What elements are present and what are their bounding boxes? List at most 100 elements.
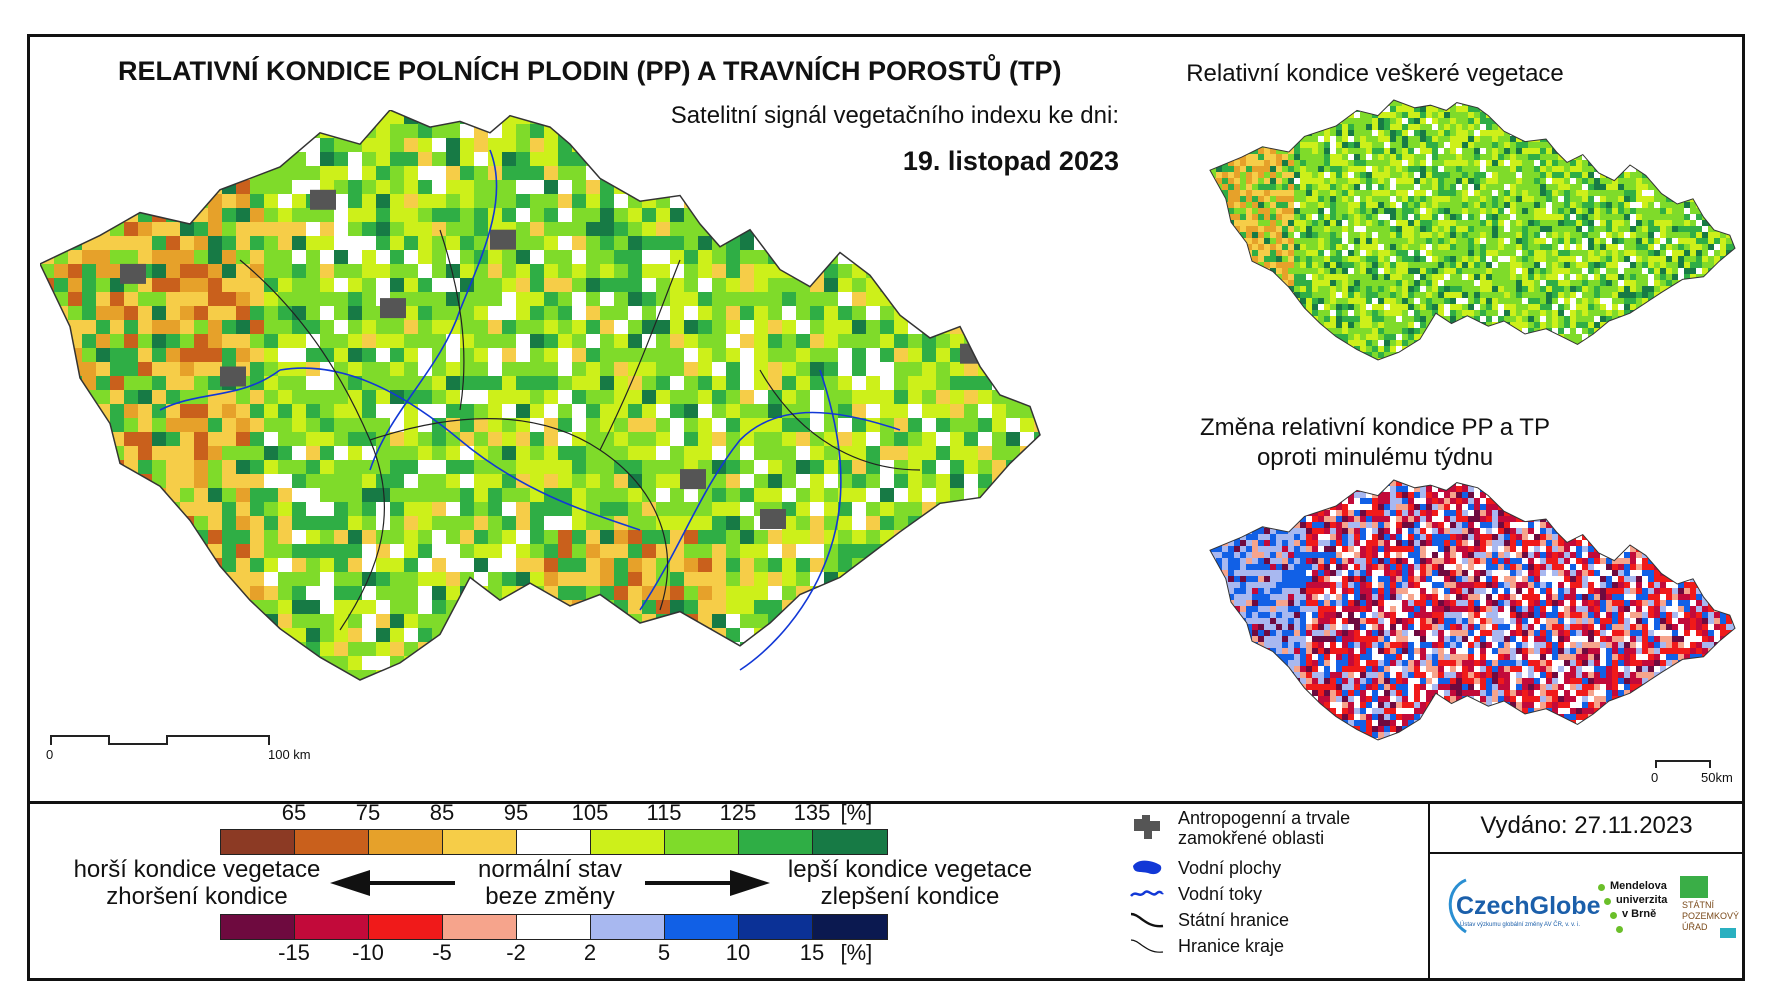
raster-cell	[390, 642, 405, 657]
raster-cell	[1006, 236, 1021, 251]
raster-cell	[1726, 154, 1733, 161]
raster-cell	[670, 614, 685, 629]
raster-cell	[278, 264, 293, 279]
raster-cell	[418, 474, 433, 489]
raster-cell	[1720, 130, 1727, 137]
raster-cell	[334, 152, 349, 167]
raster-cell	[1300, 232, 1307, 239]
raster-cell	[152, 124, 167, 139]
raster-cell	[152, 516, 167, 531]
raster-cell	[390, 558, 405, 573]
raster-cell	[838, 614, 853, 629]
raster-cell	[866, 208, 881, 223]
raster-cell	[1588, 136, 1595, 143]
raster-cell	[1624, 154, 1631, 161]
raster-cell	[544, 558, 559, 573]
raster-cell	[978, 432, 993, 447]
raster-cell	[1648, 136, 1655, 143]
raster-cell	[1696, 190, 1703, 197]
raster-cell	[1210, 202, 1217, 209]
raster-cell	[880, 516, 895, 531]
raster-cell	[348, 110, 363, 125]
raster-cell	[390, 404, 405, 419]
raster-cell	[656, 166, 671, 181]
raster-cell	[1522, 190, 1529, 197]
raster-cell	[362, 670, 377, 680]
raster-cell	[950, 124, 965, 139]
raster-cell	[1510, 178, 1517, 185]
raster-cell	[894, 250, 909, 265]
raster-cell	[502, 404, 517, 419]
raster-cell	[152, 138, 167, 153]
raster-cell	[992, 600, 1007, 615]
raster-cell	[880, 432, 895, 447]
raster-cell	[712, 418, 727, 433]
raster-cell	[1552, 214, 1559, 221]
raster-cell	[264, 628, 279, 643]
raster-cell	[1618, 208, 1625, 215]
raster-cell	[1252, 208, 1259, 215]
raster-cell	[1228, 160, 1235, 167]
raster-cell	[726, 446, 741, 461]
raster-cell	[656, 586, 671, 601]
raster-cell	[446, 376, 461, 391]
raster-cell	[1234, 172, 1241, 179]
raster-cell	[628, 208, 643, 223]
raster-cell	[208, 110, 223, 125]
raster-cell	[1522, 220, 1529, 227]
raster-cell	[68, 642, 83, 657]
raster-cell	[908, 432, 923, 447]
raster-cell	[1258, 154, 1265, 161]
raster-cell	[1654, 160, 1661, 167]
raster-cell	[936, 460, 951, 475]
raster-cell	[82, 600, 97, 615]
raster-cell	[1534, 118, 1541, 125]
raster-cell	[40, 390, 55, 405]
raster-cell	[1228, 172, 1235, 179]
raster-cell	[1462, 148, 1469, 155]
raster-cell	[124, 614, 139, 629]
raster-cell	[768, 488, 783, 503]
raster-cell	[1396, 172, 1403, 179]
raster-cell	[1348, 160, 1355, 167]
raster-cell	[1528, 208, 1535, 215]
raster-cell	[1492, 226, 1499, 233]
raster-cell	[1414, 154, 1421, 161]
raster-cell	[460, 152, 475, 167]
raster-cell	[530, 432, 545, 447]
raster-cell	[950, 418, 965, 433]
raster-cell	[908, 180, 923, 195]
raster-cell	[698, 236, 713, 251]
raster-cell	[1318, 190, 1325, 197]
raster-cell	[1336, 136, 1343, 143]
raster-cell	[936, 544, 951, 559]
raster-cell	[1570, 124, 1577, 131]
raster-cell	[1020, 320, 1035, 335]
raster-cell	[712, 362, 727, 377]
raster-cell	[670, 670, 685, 680]
raster-cell	[656, 152, 671, 167]
raster-cell	[124, 222, 139, 237]
raster-cell	[334, 642, 349, 657]
raster-cell	[726, 614, 741, 629]
raster-cell	[1384, 196, 1391, 203]
raster-cell	[908, 138, 923, 153]
raster-cell	[488, 110, 503, 125]
raster-cell	[768, 642, 783, 657]
raster-cell	[1312, 208, 1319, 215]
raster-cell	[1348, 178, 1355, 185]
raster-cell	[264, 138, 279, 153]
raster-cell	[432, 194, 447, 209]
raster-cell	[698, 516, 713, 531]
raster-cell	[1228, 208, 1235, 215]
raster-cell	[740, 376, 755, 391]
raster-cell	[908, 124, 923, 139]
raster-cell	[1282, 184, 1289, 191]
raster-cell	[782, 306, 797, 321]
raster-cell	[1420, 154, 1427, 161]
raster-cell	[208, 432, 223, 447]
raster-cell	[376, 474, 391, 489]
raster-cell	[1336, 106, 1343, 113]
raster-cell	[1726, 136, 1733, 143]
raster-cell	[1660, 130, 1667, 137]
